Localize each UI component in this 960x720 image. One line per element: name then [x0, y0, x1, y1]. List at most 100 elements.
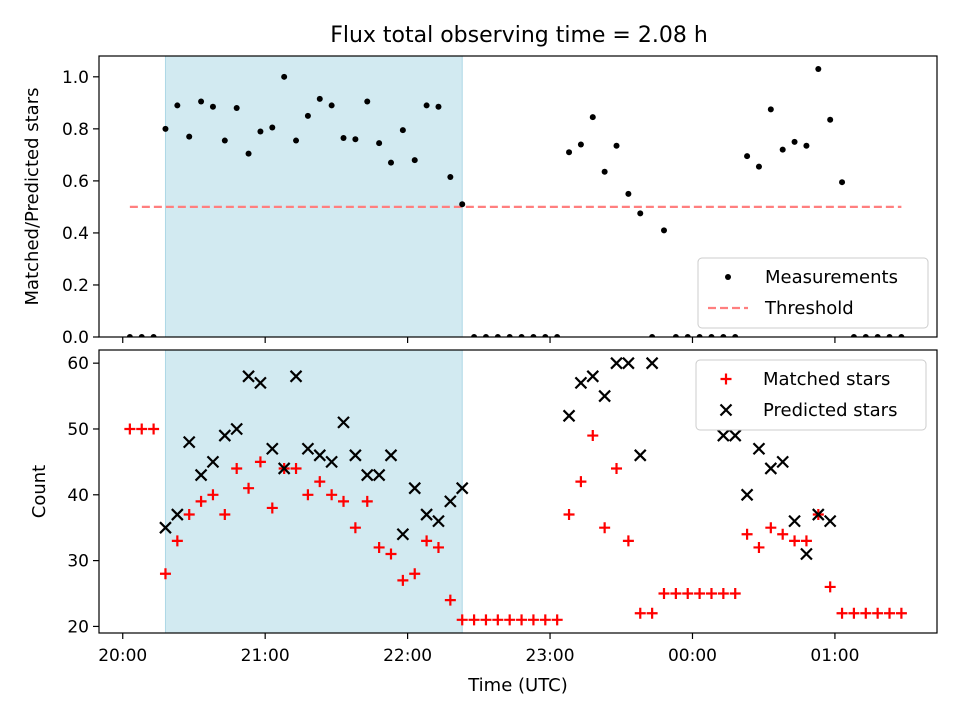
measurement-point [340, 134, 347, 141]
matched-star-point [836, 607, 848, 619]
matched-star-point [717, 588, 729, 600]
axes-frame [98, 55, 938, 338]
matched-star-point [302, 489, 314, 501]
matched-star-point [326, 489, 338, 501]
matched-star-point [658, 588, 670, 600]
matched-star-point [124, 423, 136, 435]
chart-title: Flux total observing time = 2.08 h [330, 23, 708, 48]
measurement-point [126, 334, 133, 337]
matched-star-point [421, 535, 433, 547]
matched-star-point [231, 462, 243, 474]
matched-star-point [895, 607, 907, 619]
matched-star-point [860, 607, 872, 619]
predicted-star-point [586, 370, 600, 383]
measurement-point [898, 334, 905, 337]
axes-frame [98, 349, 938, 634]
matched-star-point [753, 541, 765, 553]
measurement-point [233, 105, 240, 112]
measurement-point [174, 102, 181, 109]
matched-star-point [349, 522, 361, 534]
matched-star-point [694, 588, 706, 600]
y-tick-label: 0.2 [62, 276, 89, 296]
y-tick-label: 0.6 [62, 172, 89, 192]
predicted-star-point [574, 376, 588, 390]
matched-star-point [456, 614, 468, 626]
matched-star-point [397, 574, 409, 586]
predicted-star-point [206, 455, 220, 469]
measurement-point [850, 334, 857, 337]
measurement-point [269, 124, 276, 131]
matched-star-point [409, 568, 421, 580]
matched-star-point [385, 548, 397, 560]
legend: Matched stars Predicted stars [695, 359, 927, 431]
y-tick-label: 0.4 [62, 224, 89, 244]
measurement-point [839, 179, 846, 186]
top-panel: 0.0 0.2 0.4 0.6 0.8 1.0 Matched/Predicted star… [22, 55, 938, 348]
predicted-star-point [159, 521, 172, 534]
predicted-star-point [349, 449, 362, 462]
measurement-point [459, 201, 466, 208]
predicted-star-point [384, 449, 398, 462]
predicted-star-point [420, 508, 433, 521]
predicted-star-point [230, 422, 243, 436]
matched-star-point [136, 423, 148, 435]
measurement-point [660, 227, 667, 234]
x-tick-label: 01:00 [810, 646, 859, 666]
legend-box [695, 359, 927, 431]
matched-star-point [254, 456, 266, 468]
predicted-star-point [277, 462, 291, 475]
measurement-point [209, 103, 216, 110]
measurement-point [767, 106, 774, 113]
matched-star-point [789, 535, 801, 547]
matched-star-point [551, 614, 563, 626]
predicted-star-point [254, 376, 267, 390]
matched-star-point [670, 588, 682, 600]
predicted-star-point [360, 468, 374, 482]
matched-star-point [682, 588, 694, 600]
matched-star-point [634, 607, 646, 619]
predicted-star-point [740, 488, 754, 502]
predicted-star-point [372, 468, 386, 482]
measurement-point [791, 138, 798, 145]
measurement-point [376, 140, 383, 147]
x-tick-label: 21:00 [241, 646, 290, 666]
measurement-point [874, 334, 881, 337]
predicted-star-point [171, 508, 184, 521]
measurement-point [162, 125, 169, 132]
predicted-star-point [182, 435, 196, 449]
measurement-point [755, 163, 762, 170]
legend: Measurements Threshold [697, 257, 929, 329]
predicted-star-point [325, 455, 338, 469]
measurement-point [601, 168, 608, 175]
predicted-star-point [194, 468, 208, 482]
predicted-star-point [598, 389, 611, 403]
predicted-star-point [776, 455, 789, 469]
measurement-point [399, 127, 406, 134]
predicted-star-point [432, 514, 445, 528]
plot-area [126, 66, 905, 337]
measurement-point [779, 146, 786, 153]
predicted-star-point [622, 356, 635, 370]
matched-star-point [599, 522, 611, 534]
matched-star-point [373, 541, 385, 553]
matched-star-point [516, 614, 528, 626]
measurement-point [316, 95, 323, 102]
measurement-point [732, 334, 739, 337]
predicted-star-point [812, 508, 825, 521]
measurement-point [245, 150, 252, 157]
predicted-star-point [728, 429, 742, 442]
matched-star-point [765, 522, 777, 534]
predicted-star-point [408, 481, 422, 495]
x-tick-label: 20:00 [98, 646, 147, 666]
matched-star-point [729, 588, 741, 600]
measurement-point [720, 334, 727, 337]
legend-label: Threshold [764, 298, 854, 319]
predicted-star-point [218, 429, 232, 442]
y-tick-label: 0.0 [62, 328, 89, 348]
measurement-point [744, 153, 751, 160]
measurement-point [150, 334, 157, 337]
measurement-point [281, 73, 288, 80]
matched-star-point [444, 594, 456, 606]
x-tick-label: 22:00 [383, 646, 432, 666]
matched-star-point [646, 607, 658, 619]
